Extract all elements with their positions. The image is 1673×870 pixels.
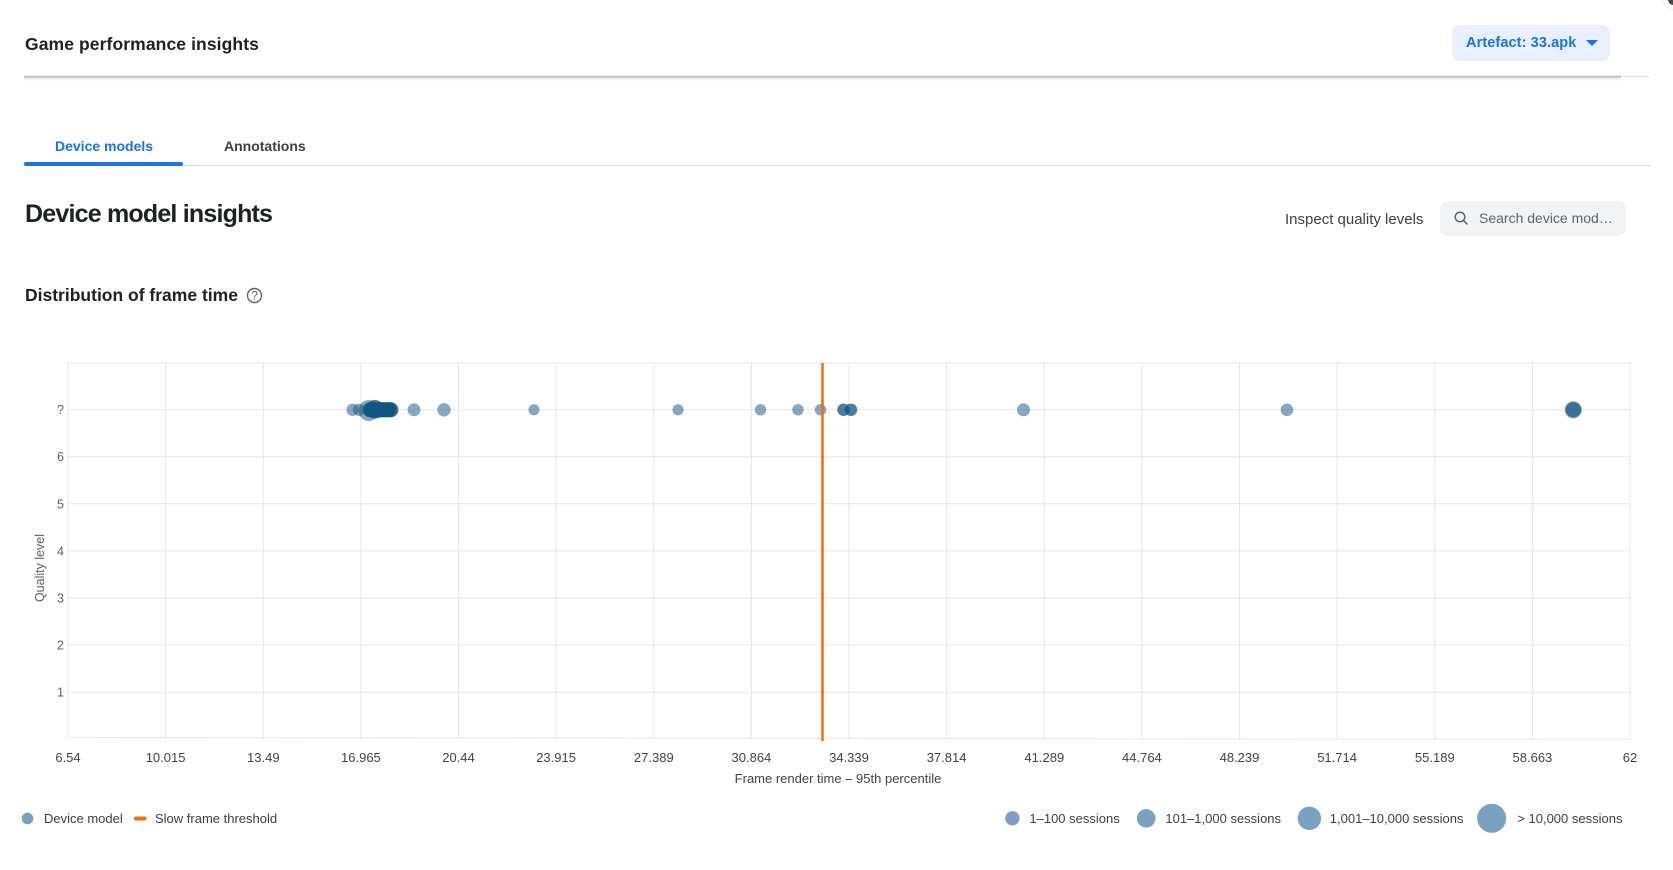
svg-text:5: 5 xyxy=(57,497,64,511)
svg-text:27.389: 27.389 xyxy=(634,750,674,765)
svg-text:2: 2 xyxy=(57,639,64,653)
svg-text:?: ? xyxy=(57,403,64,417)
svg-text:20.44: 20.44 xyxy=(442,750,475,765)
svg-text:10.015: 10.015 xyxy=(146,750,186,765)
svg-text:13.49: 13.49 xyxy=(247,750,280,765)
svg-text:1,001–10,000 sessions: 1,001–10,000 sessions xyxy=(1330,811,1464,826)
svg-text:Frame render time – 95th perce: Frame render time – 95th percentile xyxy=(735,771,942,786)
svg-text:Device model: Device model xyxy=(44,811,123,826)
svg-text:30.864: 30.864 xyxy=(732,750,772,765)
svg-text:41.289: 41.289 xyxy=(1024,750,1064,765)
svg-text:1: 1 xyxy=(57,686,64,700)
svg-text:55.189: 55.189 xyxy=(1415,750,1455,765)
svg-text:48.239: 48.239 xyxy=(1220,750,1260,765)
svg-text:6.54: 6.54 xyxy=(55,750,80,765)
svg-text:51.714: 51.714 xyxy=(1317,750,1357,765)
svg-text:6: 6 xyxy=(57,450,64,464)
svg-text:16.965: 16.965 xyxy=(341,750,381,765)
svg-text:3: 3 xyxy=(57,592,64,606)
svg-text:34.339: 34.339 xyxy=(829,750,869,765)
svg-text:Quality level: Quality level xyxy=(33,534,47,602)
svg-text:44.764: 44.764 xyxy=(1122,750,1162,765)
svg-text:Slow frame threshold: Slow frame threshold xyxy=(155,811,277,826)
svg-text:23.915: 23.915 xyxy=(536,750,576,765)
svg-text:62: 62 xyxy=(1623,750,1637,765)
svg-text:1–100 sessions: 1–100 sessions xyxy=(1029,811,1120,826)
svg-text:101–1,000 sessions: 101–1,000 sessions xyxy=(1165,811,1281,826)
svg-text:58.663: 58.663 xyxy=(1513,750,1553,765)
svg-text:4: 4 xyxy=(57,544,64,558)
svg-text:?: ? xyxy=(251,291,257,303)
svg-text:37.814: 37.814 xyxy=(927,750,967,765)
svg-text:> 10,000 sessions: > 10,000 sessions xyxy=(1517,811,1623,826)
